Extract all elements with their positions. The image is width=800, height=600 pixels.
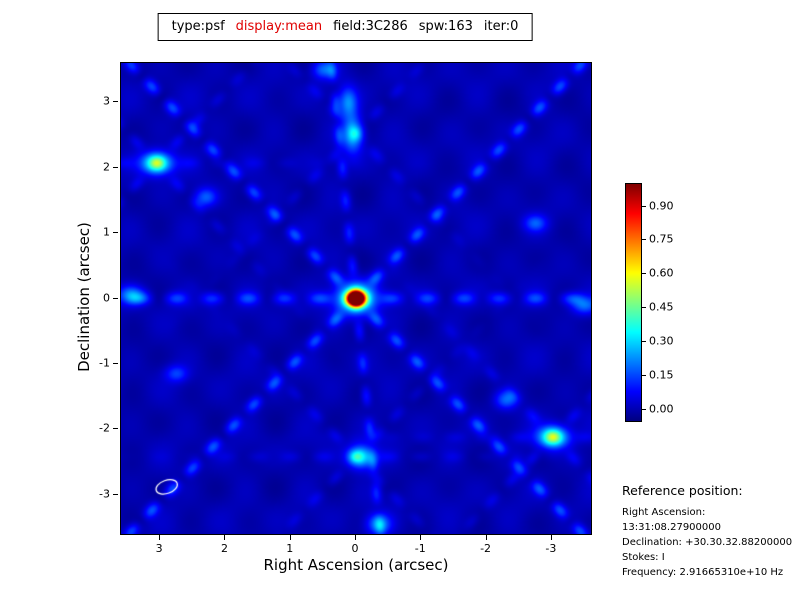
x-axis-label: Right Ascension (arcsec) — [263, 556, 449, 574]
y-tick-mark — [113, 362, 118, 364]
y-tick-mark — [113, 428, 118, 430]
y-tick-label: -2 — [99, 421, 110, 435]
reference-line-0: Right Ascension: 13:31:08.27900000 — [622, 507, 721, 533]
x-tick-label: 1 — [286, 542, 294, 555]
psf-heatmap-canvas — [121, 63, 591, 534]
reference-line-2: Stokes: I — [622, 552, 665, 563]
colorbar-tick-mark — [642, 307, 646, 309]
psf-image-plot — [120, 62, 592, 535]
x-tick-mark — [159, 535, 161, 540]
x-tick-mark — [550, 535, 552, 540]
y-tick-mark — [113, 101, 118, 103]
colorbar-tick-label: 0.60 — [649, 266, 674, 280]
y-tick-label: -1 — [99, 356, 110, 370]
colorbar-tick-mark — [642, 205, 646, 207]
x-tick-label: 0 — [351, 542, 359, 555]
y-tick-label: -3 — [99, 487, 110, 501]
colorbar-tick-label: 0.75 — [649, 232, 674, 246]
x-tick-mark — [224, 535, 226, 540]
reference-heading: Reference position: — [622, 483, 743, 498]
figure-title-part-2: field:3C286 — [333, 19, 408, 34]
figure-title: type:psf display:mean field:3C286 spw:163 it… — [157, 13, 533, 41]
y-tick-label: 0 — [103, 291, 110, 304]
figure-title-part-1: display:mean — [235, 19, 323, 34]
y-tick-label: 3 — [103, 94, 110, 108]
colorbar-tick-label: 0.90 — [649, 199, 674, 213]
x-tick-mark — [485, 535, 487, 540]
colorbar-tick-mark — [642, 374, 646, 376]
y-tick-mark — [113, 297, 118, 299]
y-tick-mark — [113, 166, 118, 168]
y-tick-label: 2 — [103, 160, 110, 174]
colorbar-tick-mark — [642, 273, 646, 275]
colorbar — [625, 183, 642, 422]
figure-title-part-0: type:psf — [171, 19, 225, 34]
y-tick-label: 1 — [103, 225, 110, 239]
figure-title-part-3: spw:163 — [418, 19, 473, 34]
figure-title-part-4: iter:0 — [483, 19, 519, 34]
reference-line-3: Frequency: 2.91665310e+10 Hz — [622, 567, 784, 578]
colorbar-tick-mark — [642, 239, 646, 241]
y-tick-mark — [113, 493, 118, 495]
x-tick-mark — [289, 535, 291, 540]
reference-position-block: Reference position: Right Ascension: 13:… — [622, 483, 800, 580]
colorbar-tick-mark — [642, 408, 646, 410]
colorbar-tick-mark — [642, 341, 646, 342]
x-tick-label: 3 — [155, 542, 163, 555]
y-tick-mark — [113, 232, 118, 234]
reference-lines: Right Ascension: 13:31:08.27900000 Declin… — [622, 505, 800, 580]
colorbar-tick-label: 0.45 — [649, 300, 674, 314]
colorbar-tick-label: 0.15 — [649, 368, 674, 382]
x-tick-mark — [355, 535, 356, 540]
x-tick-label: -3 — [545, 542, 557, 555]
reference-line-1: Declination: +30.30.32.88200000 — [622, 537, 793, 548]
x-tick-mark — [420, 535, 422, 540]
x-tick-label: -1 — [414, 542, 426, 555]
colorbar-tick-label: 0.00 — [649, 402, 674, 416]
x-tick-label: -2 — [480, 542, 492, 555]
y-axis-label: Declination (arcsec) — [75, 222, 93, 372]
colorbar-tick-label: 0.30 — [649, 334, 674, 348]
x-tick-label: 2 — [220, 542, 228, 555]
